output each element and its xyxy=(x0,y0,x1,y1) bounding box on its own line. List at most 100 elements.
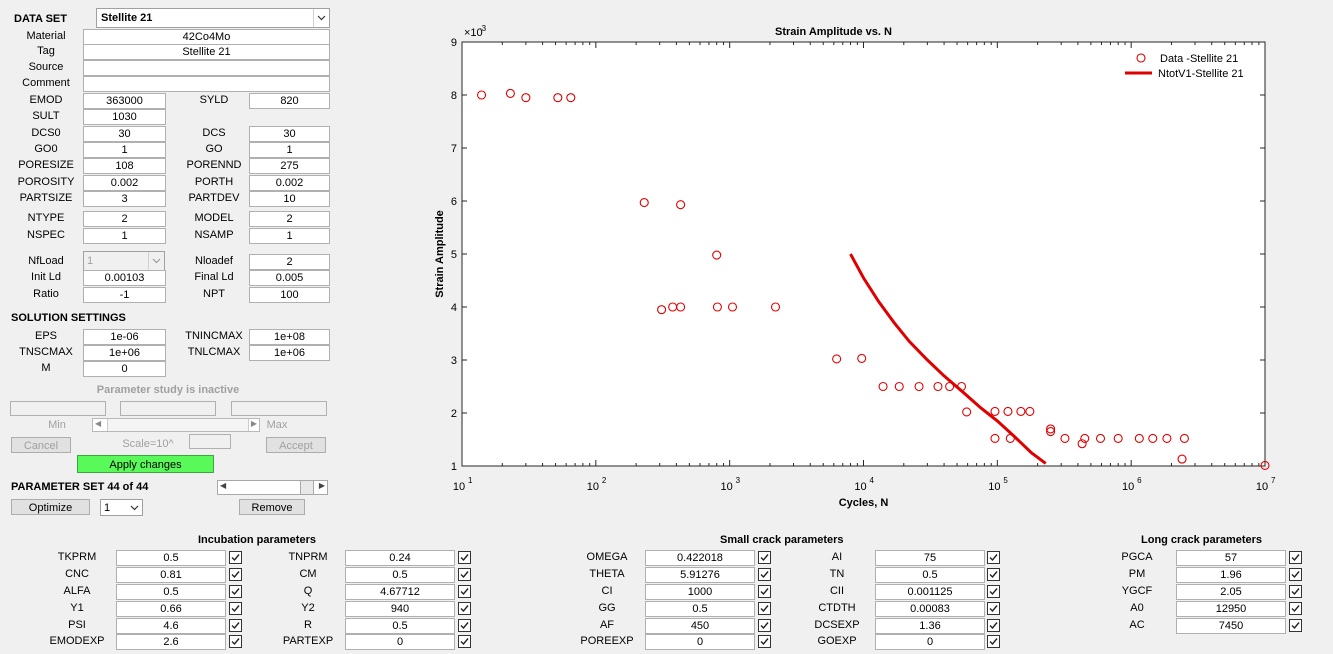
y1-field[interactable]: 0.66 xyxy=(116,601,226,617)
y2-checkbox[interactable] xyxy=(458,602,471,615)
pgca-field[interactable]: 57 xyxy=(1176,550,1286,566)
cm-field[interactable]: 0.5 xyxy=(345,567,455,583)
emodexp-field[interactable]: 2.6 xyxy=(116,634,226,650)
partsize-field[interactable]: 3 xyxy=(83,191,166,207)
chevron-down-icon[interactable] xyxy=(127,500,142,515)
af-checkbox[interactable] xyxy=(758,619,771,632)
tnprm-checkbox[interactable] xyxy=(458,551,471,564)
optimize-button[interactable]: Optimize xyxy=(11,499,90,515)
a0-checkbox[interactable] xyxy=(1289,602,1302,615)
ctdth-field[interactable]: 0.00083 xyxy=(875,601,985,617)
gg-checkbox[interactable] xyxy=(758,602,771,615)
ygcf-field[interactable]: 2.05 xyxy=(1176,584,1286,600)
cancel-button[interactable]: Cancel xyxy=(11,437,71,453)
parameter-set-scroll-thumb[interactable] xyxy=(300,481,314,494)
param-study-max-field[interactable] xyxy=(231,401,327,416)
eps-field[interactable]: 1e-06 xyxy=(83,329,166,345)
syld-field[interactable]: 820 xyxy=(249,93,330,109)
param-study-value-field[interactable] xyxy=(120,401,216,416)
porennd-field[interactable]: 275 xyxy=(249,158,330,174)
ygcf-checkbox[interactable] xyxy=(1289,585,1302,598)
apply-changes-button[interactable]: Apply changes xyxy=(77,455,214,473)
cnc-field[interactable]: 0.81 xyxy=(116,567,226,583)
nsamp-field[interactable]: 1 xyxy=(249,228,330,244)
ac-field[interactable]: 7450 xyxy=(1176,618,1286,634)
ci-checkbox[interactable] xyxy=(758,585,771,598)
goexp-field[interactable]: 0 xyxy=(875,634,985,650)
scroll-left-arrow-icon[interactable]: ◀ xyxy=(220,481,227,490)
cii-checkbox[interactable] xyxy=(987,585,1000,598)
nspec-field[interactable]: 1 xyxy=(83,228,166,244)
poreexp-field[interactable]: 0 xyxy=(645,634,755,650)
cnc-checkbox[interactable] xyxy=(229,568,242,581)
scale-field[interactable] xyxy=(189,434,231,449)
dcs0-field[interactable]: 30 xyxy=(83,126,166,142)
pgca-checkbox[interactable] xyxy=(1289,551,1302,564)
param-study-min-field[interactable] xyxy=(10,401,106,416)
init-ld-field[interactable]: 0.00103 xyxy=(83,270,166,286)
omega-checkbox[interactable] xyxy=(758,551,771,564)
dataset-material-field[interactable]: 42Co4Mo xyxy=(83,29,330,45)
gg-field[interactable]: 0.5 xyxy=(645,601,755,617)
accept-button[interactable]: Accept xyxy=(266,437,326,453)
af-field[interactable]: 450 xyxy=(645,618,755,634)
scroll-right-arrow-icon[interactable]: ▶ xyxy=(318,481,325,490)
psi-field[interactable]: 4.6 xyxy=(116,618,226,634)
dcsexp-field[interactable]: 1.36 xyxy=(875,618,985,634)
a0-field[interactable]: 12950 xyxy=(1176,601,1286,617)
cm-checkbox[interactable] xyxy=(458,568,471,581)
theta-checkbox[interactable] xyxy=(758,568,771,581)
dataset-select[interactable]: Stellite 21 xyxy=(96,8,330,28)
ntype-field[interactable]: 2 xyxy=(83,211,166,227)
dataset-tag-field[interactable]: Stellite 21 xyxy=(83,44,330,60)
porth-field[interactable]: 0.002 xyxy=(249,175,330,191)
partexp-field[interactable]: 0 xyxy=(345,634,455,650)
partdev-field[interactable]: 10 xyxy=(249,191,330,207)
y1-checkbox[interactable] xyxy=(229,602,242,615)
emodexp-checkbox[interactable] xyxy=(229,635,242,648)
dcsexp-checkbox[interactable] xyxy=(987,619,1000,632)
chevron-down-icon[interactable] xyxy=(313,9,329,27)
q-field[interactable]: 4.67712 xyxy=(345,584,455,600)
tnscmax-field[interactable]: 1e+06 xyxy=(83,345,166,361)
tn-field[interactable]: 0.5 xyxy=(875,567,985,583)
porosity-field[interactable]: 0.002 xyxy=(83,175,166,191)
ci-field[interactable]: 1000 xyxy=(645,584,755,600)
y2-field[interactable]: 940 xyxy=(345,601,455,617)
go0-field[interactable]: 1 xyxy=(83,142,166,158)
m-field[interactable]: 0 xyxy=(83,361,166,377)
poreexp-checkbox[interactable] xyxy=(758,635,771,648)
goexp-checkbox[interactable] xyxy=(987,635,1000,648)
psi-checkbox[interactable] xyxy=(229,619,242,632)
partexp-checkbox[interactable] xyxy=(458,635,471,648)
poresize-field[interactable]: 108 xyxy=(83,158,166,174)
param-study-slider[interactable]: ◀ ▶ xyxy=(92,418,260,432)
slider-left-arrow-icon[interactable]: ◀ xyxy=(95,419,102,428)
tnprm-field[interactable]: 0.24 xyxy=(345,550,455,566)
tkprm-field[interactable]: 0.5 xyxy=(116,550,226,566)
ctdth-checkbox[interactable] xyxy=(987,602,1000,615)
theta-field[interactable]: 5.91276 xyxy=(645,567,755,583)
slider-right-arrow-icon[interactable]: ▶ xyxy=(250,419,257,428)
tnincmax-field[interactable]: 1e+08 xyxy=(249,329,330,345)
alfa-field[interactable]: 0.5 xyxy=(116,584,226,600)
tnlcmax-field[interactable]: 1e+06 xyxy=(249,345,330,361)
dcs-field[interactable]: 30 xyxy=(249,126,330,142)
slider-thumb[interactable] xyxy=(107,419,249,431)
model-field[interactable]: 2 xyxy=(249,211,330,227)
cii-field[interactable]: 0.001125 xyxy=(875,584,985,600)
omega-field[interactable]: 0.422018 xyxy=(645,550,755,566)
ai-checkbox[interactable] xyxy=(987,551,1000,564)
go-field[interactable]: 1 xyxy=(249,142,330,158)
final-ld-field[interactable]: 0.005 xyxy=(249,270,330,286)
ratio-field[interactable]: -1 xyxy=(83,287,166,303)
sult-field[interactable]: 1030 xyxy=(83,109,166,125)
parameter-set-select[interactable]: 1 xyxy=(100,499,143,516)
dataset-source-field[interactable] xyxy=(83,60,330,76)
pm-checkbox[interactable] xyxy=(1289,568,1302,581)
tn-checkbox[interactable] xyxy=(987,568,1000,581)
chevron-down-icon[interactable] xyxy=(148,252,164,270)
dataset-comment-field[interactable] xyxy=(83,76,330,92)
nloadef-field[interactable]: 2 xyxy=(249,254,330,270)
parameter-set-scrollbar[interactable]: ◀ ▶ xyxy=(217,480,328,495)
